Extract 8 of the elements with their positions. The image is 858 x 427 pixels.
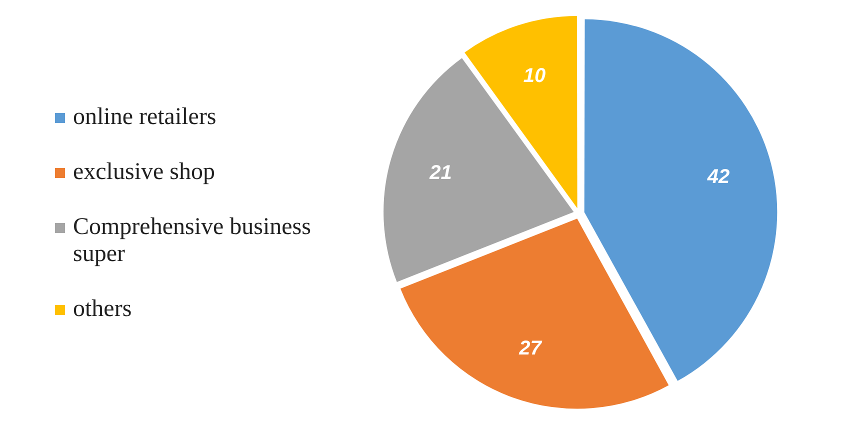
legend-label: exclusive shop xyxy=(73,159,215,186)
data-label: 21 xyxy=(428,162,452,184)
data-label: 42 xyxy=(706,166,730,188)
data-label: 10 xyxy=(523,65,546,88)
data-label: 27 xyxy=(518,338,542,360)
legend-label: Comprehensive business super xyxy=(73,214,312,268)
legend-label: others xyxy=(73,296,132,323)
legend-label: online retailers xyxy=(73,104,216,131)
